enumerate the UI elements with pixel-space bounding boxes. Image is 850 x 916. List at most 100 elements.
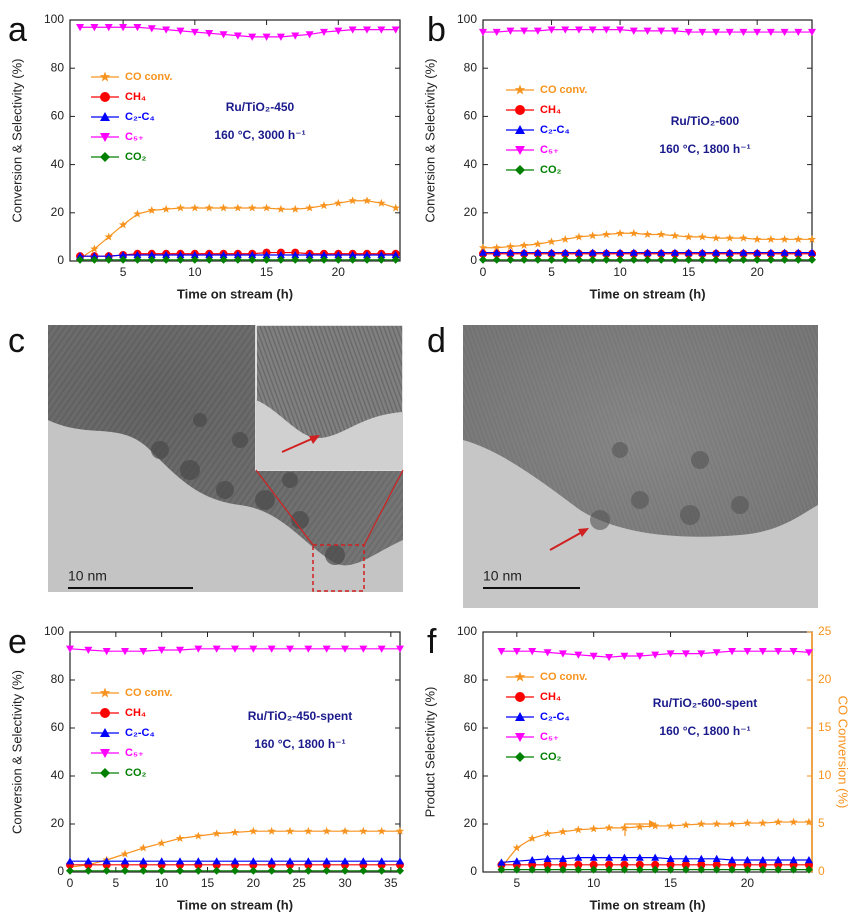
data-point [520, 27, 529, 35]
x-tick-label: 5 [548, 265, 555, 279]
data-point [558, 865, 567, 874]
data-point [743, 648, 752, 656]
legend-marker [515, 733, 525, 742]
data-point [588, 26, 597, 34]
data-point [789, 648, 798, 656]
data-point [528, 856, 537, 864]
x-tick-label: 20 [332, 265, 346, 279]
data-point [147, 25, 156, 33]
y2-tick-label: 15 [818, 720, 832, 734]
data-point [780, 255, 789, 264]
y-tick-label: 80 [51, 60, 65, 74]
legend-marker [100, 152, 110, 162]
data-point [305, 203, 314, 212]
chart: a 0 20 40 60 80 100 5 10 15 20 Time on stream (h) Co… [8, 11, 401, 301]
data-point [697, 650, 706, 658]
y-axis-title: Conversion & Selectivity (%) [422, 59, 437, 223]
legend-label: CO conv. [125, 687, 172, 699]
data-point [758, 818, 767, 827]
data-point [780, 28, 789, 37]
data-point [588, 231, 597, 240]
data-point [670, 248, 679, 256]
data-point [76, 252, 85, 260]
data-point [248, 33, 257, 41]
y2-tick-label: 5 [818, 816, 825, 830]
data-point [574, 853, 583, 861]
data-point [341, 866, 349, 875]
data-point [102, 866, 111, 875]
data-point [119, 255, 128, 264]
x-tick-label: 5 [112, 876, 119, 890]
data-point [212, 857, 221, 865]
y-tick-label: 100 [44, 624, 64, 638]
data-point [157, 838, 166, 847]
data-point [766, 234, 776, 243]
data-point [589, 652, 598, 660]
data-point [285, 826, 295, 835]
data-point [102, 648, 111, 656]
data-point [348, 196, 357, 205]
data-point [249, 866, 258, 875]
y-tick-label: 60 [464, 720, 478, 734]
data-point [684, 255, 693, 264]
data-point [194, 866, 203, 875]
x-axis-title: Time on stream (h) [177, 897, 293, 912]
data-point [139, 857, 148, 865]
x-tick-label: 0 [480, 265, 487, 279]
data-point [175, 834, 185, 842]
data-point [629, 255, 638, 264]
data-point [780, 248, 789, 256]
tem-image-c [48, 324, 404, 592]
data-point [666, 650, 675, 658]
data-point [162, 26, 171, 34]
data-point [492, 243, 501, 252]
data-point [681, 860, 690, 869]
data-point [558, 650, 567, 658]
data-point [712, 649, 721, 657]
y-tick-label: 0 [57, 253, 64, 267]
data-point [794, 255, 803, 264]
data-point [249, 826, 258, 835]
data-point [574, 860, 583, 869]
data-point [139, 843, 148, 852]
data-point [212, 645, 221, 653]
data-point [528, 834, 537, 842]
legend-label: CO₂ [125, 151, 147, 163]
data-point [377, 645, 386, 653]
data-point [697, 860, 706, 869]
data-point [589, 824, 598, 833]
data-point [681, 650, 690, 658]
data-point [528, 648, 537, 656]
data-point [76, 255, 85, 264]
data-point [651, 865, 660, 874]
data-point [574, 26, 583, 34]
data-point [90, 255, 99, 264]
y-tick-label: 20 [464, 205, 478, 219]
data-point [547, 237, 556, 246]
data-point [780, 234, 789, 243]
data-point [492, 28, 501, 37]
data-point [651, 821, 660, 830]
data-point [616, 26, 625, 34]
data-point [133, 250, 142, 259]
data-point [561, 234, 570, 243]
data-point [147, 250, 156, 259]
data-point [176, 255, 185, 264]
data-point [651, 853, 660, 861]
data-point [635, 853, 644, 861]
legend-marker [515, 692, 525, 702]
annotation: 160 °C, 1800 h⁻¹ [659, 724, 750, 738]
data-point [574, 248, 583, 256]
data-point [629, 248, 638, 256]
x-tick-label: 25 [292, 876, 306, 890]
data-point [248, 203, 257, 212]
data-point [804, 817, 814, 826]
data-point [558, 827, 568, 836]
data-point [396, 857, 404, 865]
data-point [533, 239, 543, 248]
data-point [712, 28, 721, 37]
y-tick-label: 100 [457, 12, 477, 26]
data-point [605, 860, 614, 869]
data-point [262, 250, 271, 259]
data-point [512, 865, 521, 874]
